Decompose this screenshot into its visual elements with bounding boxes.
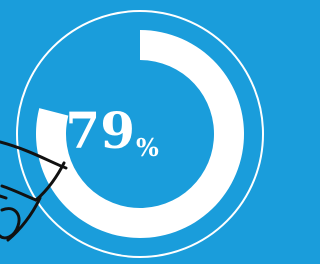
chart: 79 % [0, 0, 265, 264]
unit-label: % [136, 133, 159, 162]
value-label: 79 [65, 101, 135, 160]
